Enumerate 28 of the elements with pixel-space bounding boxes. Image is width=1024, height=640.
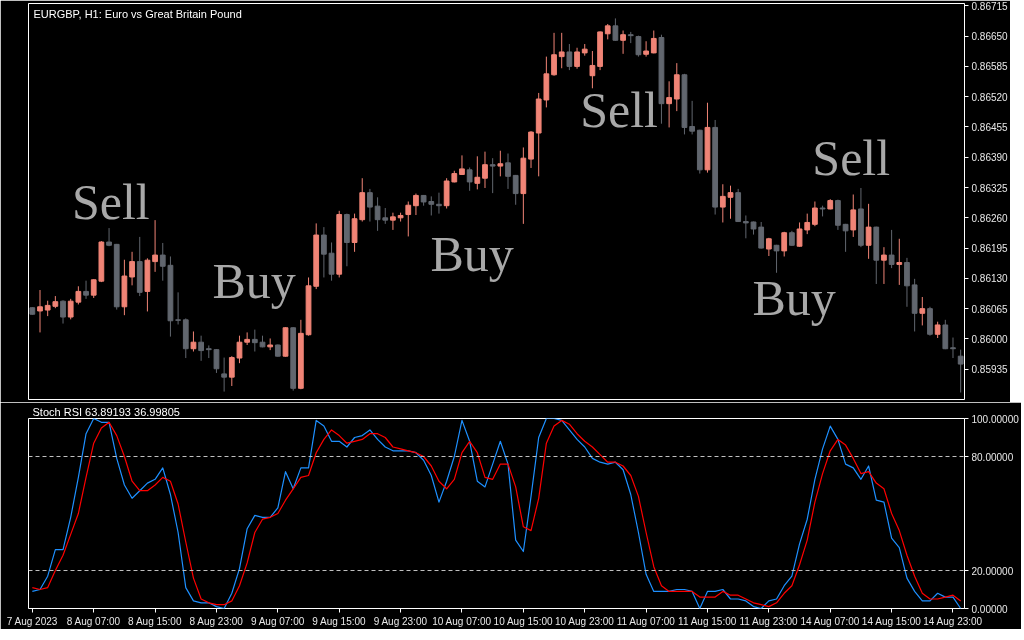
x-tick-label: 7 Aug 2023: [6, 615, 58, 627]
x-tick-label: 11 Aug 15:00: [678, 615, 737, 627]
x-tick-label: 11 Aug 07:00: [616, 615, 676, 627]
y-tick-label: 100.00000: [971, 413, 1020, 425]
x-tick-label: 10 Aug 07:00: [432, 615, 492, 627]
x-tick-label: 14 Aug 23:00: [923, 615, 983, 627]
y-tick-label: 20.00000: [971, 565, 1014, 577]
x-tick-label: 8 Aug 15:00: [128, 615, 182, 627]
x-tick-label: 10 Aug 23:00: [554, 615, 615, 627]
candlestick: [950, 337, 956, 359]
candlestick: [198, 335, 204, 362]
x-tick-label: 14 Aug 15:00: [861, 615, 922, 627]
x-tick-label: 8 Aug 23:00: [189, 615, 244, 627]
x-tick-label: 8 Aug 07:00: [66, 615, 121, 627]
x-tick-label: 14 Aug 07:00: [800, 615, 860, 627]
x-tick-label: 11 Aug 23:00: [739, 615, 799, 627]
candlestick: [957, 349, 964, 394]
chart-title: Stoch RSI 63.89193 36.99805: [32, 405, 180, 418]
x-tick-label: 10 Aug 15:00: [493, 615, 553, 627]
x-tick-label: 9 Aug 23:00: [373, 615, 428, 627]
candlestick: [221, 357, 228, 393]
y-tick-label: 0.85935: [971, 364, 1009, 376]
candlestick: [213, 348, 220, 374]
x-tick-label: 9 Aug 15:00: [312, 615, 367, 627]
y-tick-label: 0.00000: [971, 603, 1009, 615]
y-tick-label: 80.00000: [971, 451, 1014, 463]
y-tick-label: 0.86715: [971, 0, 1009, 12]
x-tick-label: 9 Aug 07:00: [250, 615, 305, 627]
